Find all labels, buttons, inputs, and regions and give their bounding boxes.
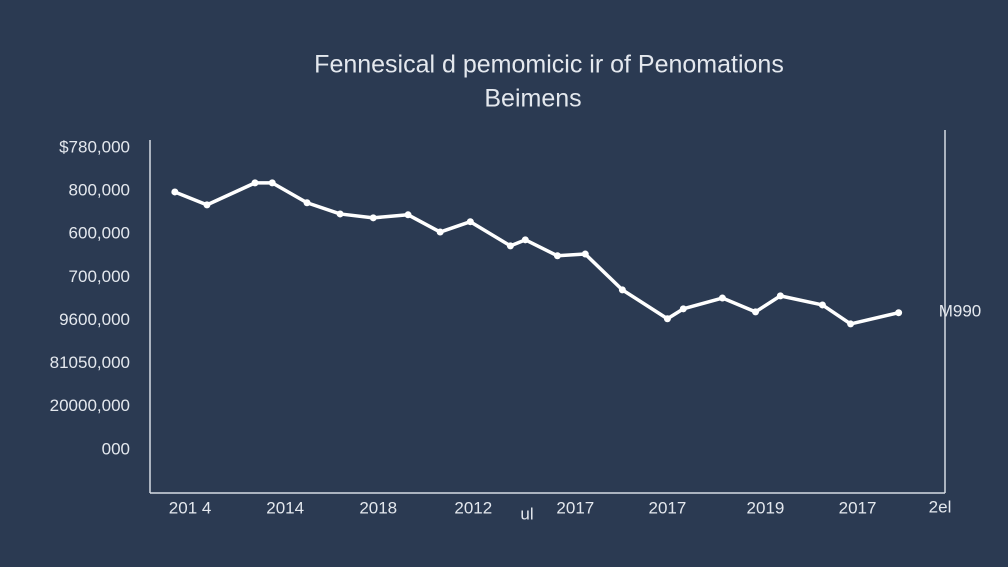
chart-title: Fennesical d pemomicic ir of Penomations	[314, 51, 784, 79]
point	[553, 252, 561, 260]
point	[679, 305, 687, 313]
point	[895, 309, 903, 317]
x-tick-label: 2012	[454, 498, 492, 517]
point	[303, 199, 311, 207]
annotation: ul	[520, 504, 533, 523]
y-tick-label: 600,000	[69, 224, 130, 243]
y-tick-label: 20000,000	[50, 396, 130, 415]
point	[336, 210, 344, 218]
x-tick-label: 2018	[359, 498, 397, 517]
point	[369, 214, 377, 222]
y-tick-label: $780,000	[59, 137, 130, 156]
x-tick-label: 2017	[556, 498, 594, 517]
point	[847, 320, 855, 328]
point	[818, 301, 826, 309]
point	[268, 179, 276, 187]
y-tick-label: 000	[102, 439, 130, 458]
y-tick-label: 800,000	[69, 181, 130, 200]
annotation: 2el	[929, 497, 952, 516]
annotation: M990	[939, 301, 982, 320]
point	[718, 294, 726, 302]
point	[171, 188, 179, 196]
point	[251, 179, 259, 187]
point	[752, 308, 760, 316]
point	[618, 286, 626, 294]
x-tick-label: 2019	[747, 498, 785, 517]
x-tick-label: 2014	[266, 498, 304, 517]
chart-subtitle: Beimens	[484, 85, 581, 113]
x-tick-label: 2017	[648, 498, 686, 517]
point	[581, 250, 589, 258]
point	[776, 292, 784, 300]
point	[436, 228, 444, 236]
x-tick-label: 201 4	[169, 498, 212, 517]
point	[521, 236, 529, 244]
point	[663, 315, 671, 323]
y-tick-label: 9600,000	[59, 310, 130, 329]
y-tick-label: 81050,000	[50, 353, 130, 372]
point	[466, 218, 474, 226]
x-tick-label: 2017	[839, 498, 877, 517]
y-tick-label: 700,000	[69, 267, 130, 286]
point	[203, 201, 211, 209]
point	[404, 211, 412, 219]
point	[506, 242, 514, 250]
line	[174, 181, 900, 326]
